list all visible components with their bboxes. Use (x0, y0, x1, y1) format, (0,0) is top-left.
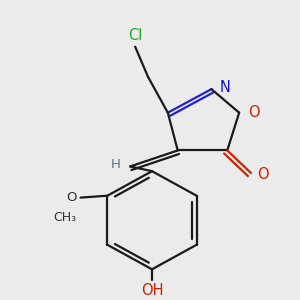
Text: OH: OH (141, 284, 163, 298)
Text: O: O (248, 105, 260, 120)
Text: O: O (66, 191, 77, 204)
Text: N: N (219, 80, 230, 95)
Text: O: O (257, 167, 269, 182)
Text: Cl: Cl (128, 28, 142, 43)
Text: CH₃: CH₃ (54, 211, 77, 224)
Text: H: H (110, 158, 120, 171)
